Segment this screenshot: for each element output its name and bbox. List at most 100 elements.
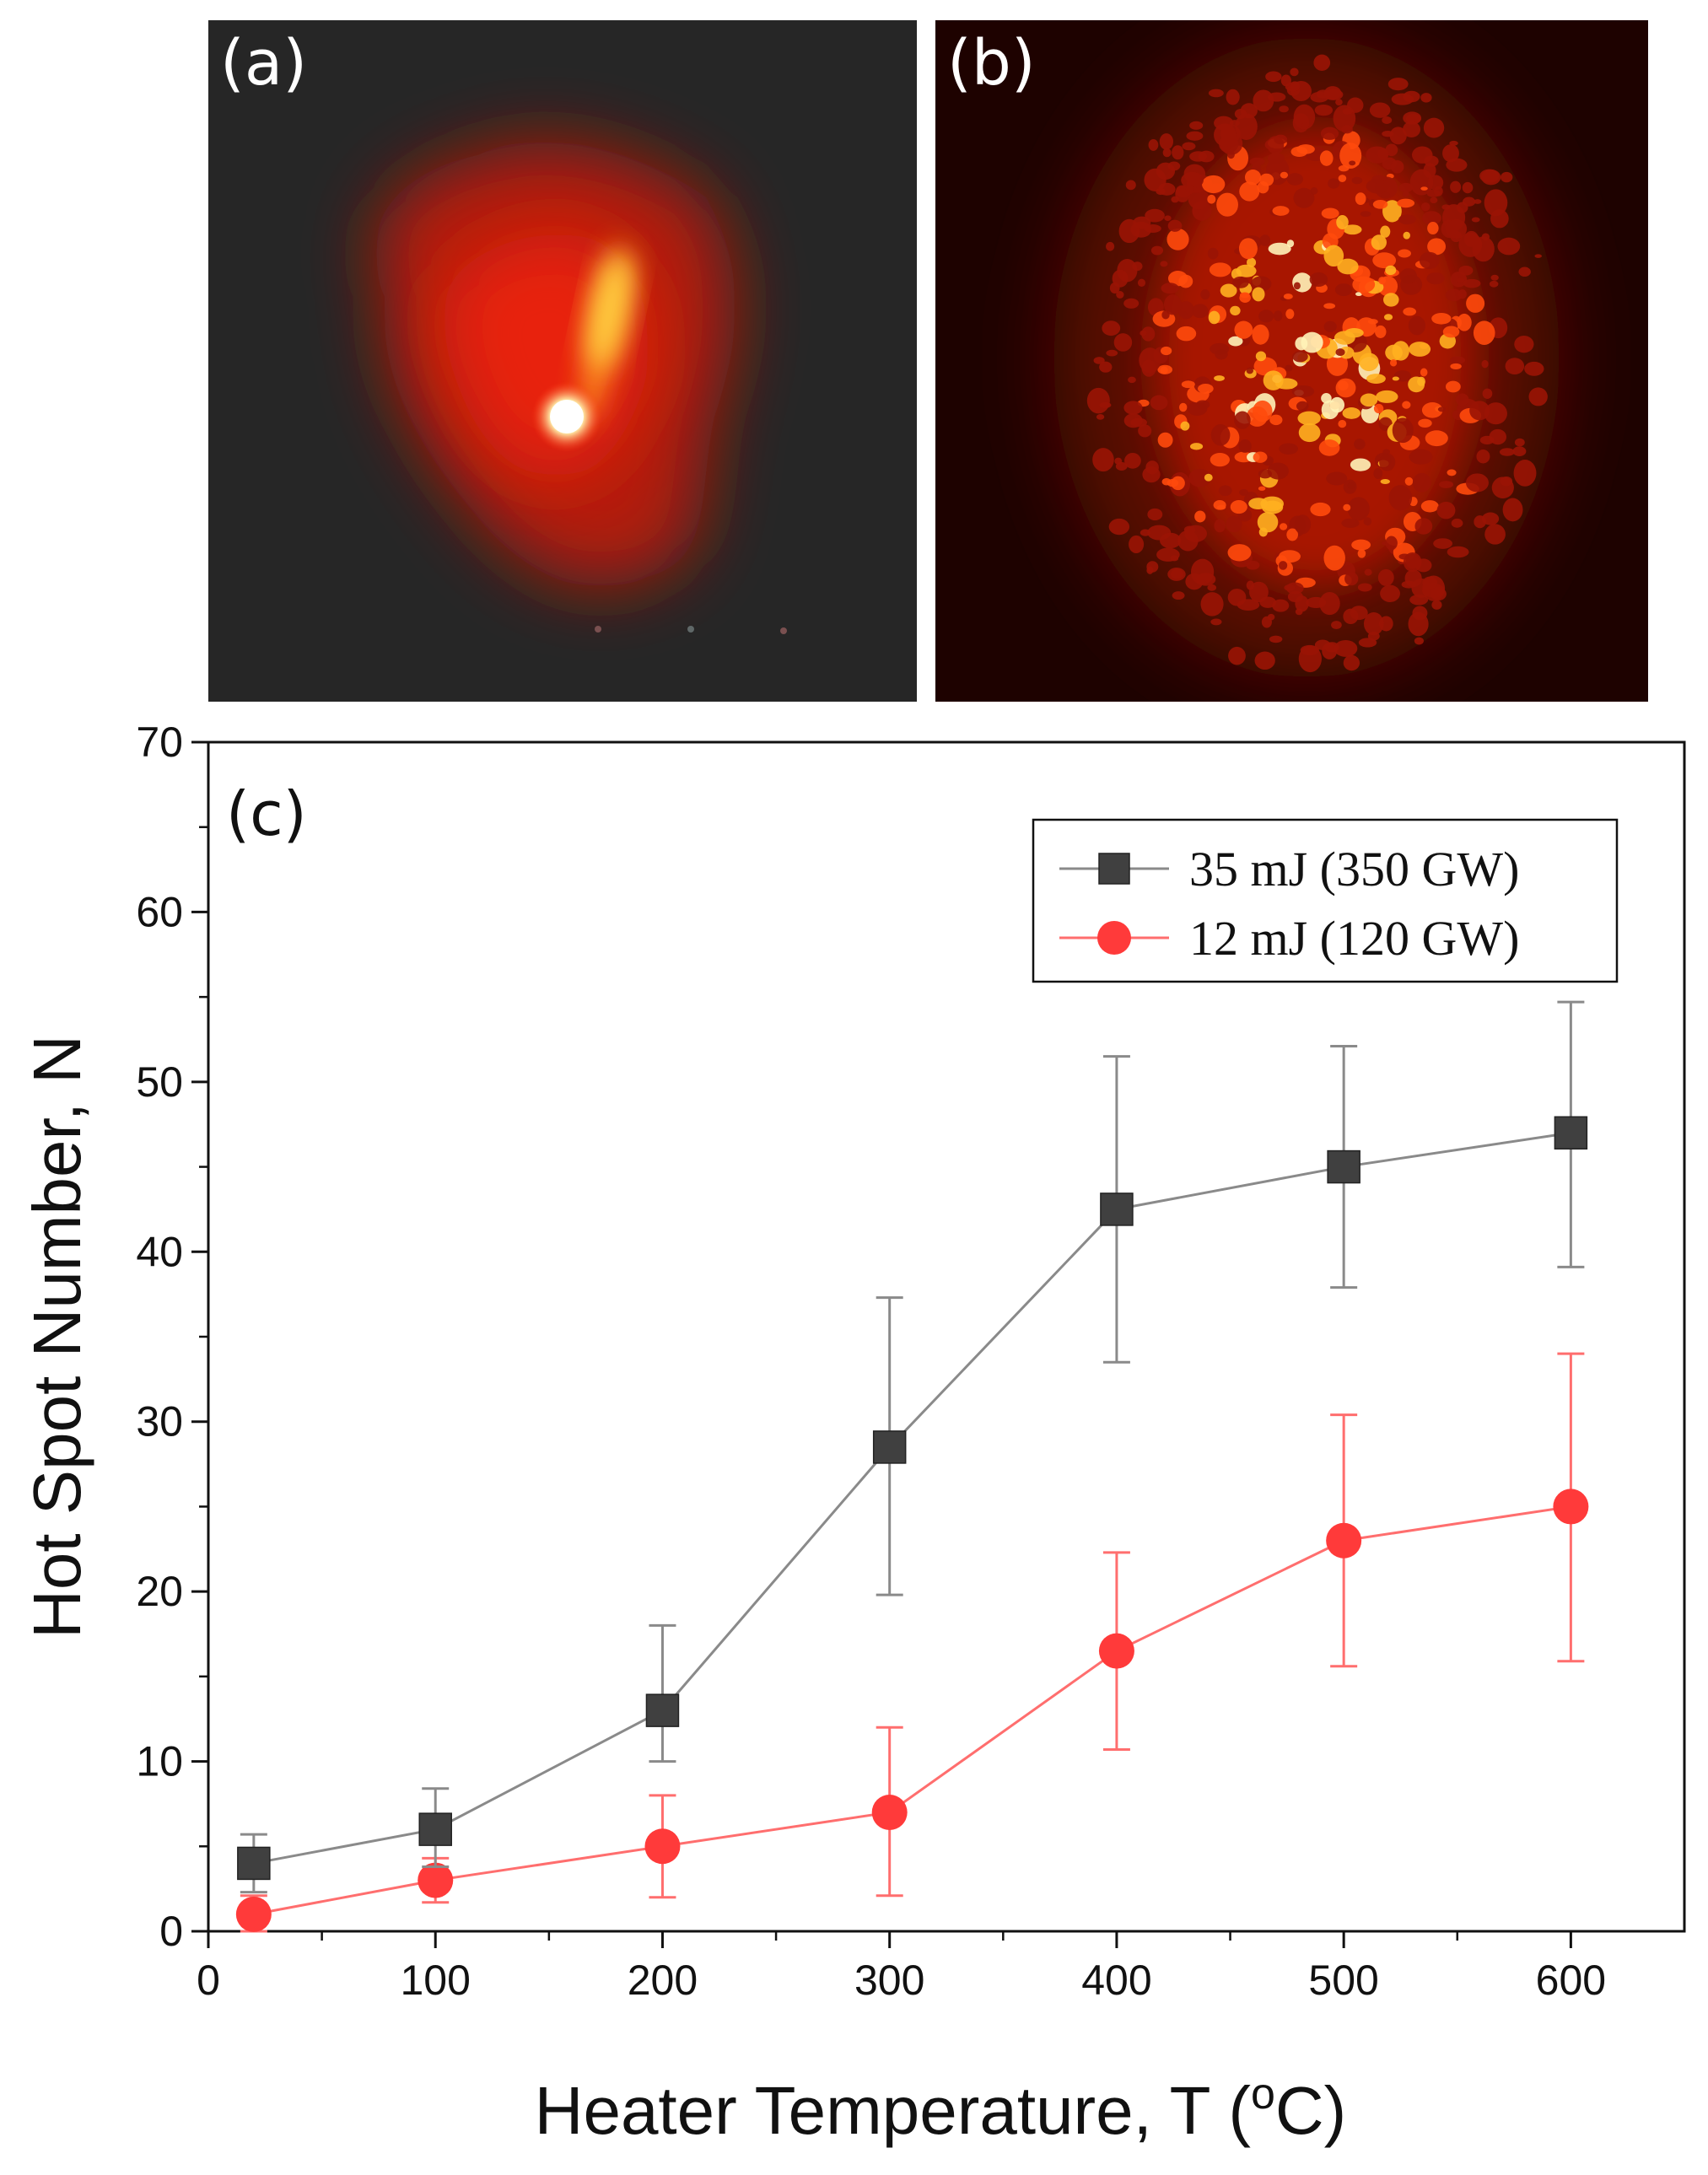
speckle [1235,113,1258,140]
speckle [1369,102,1391,118]
speckle [1392,417,1414,444]
speckle [1258,469,1273,479]
speckle [1404,569,1422,588]
y-tick-label: 70 [136,719,183,766]
speckle [1113,333,1133,352]
speckle [1367,319,1378,325]
speckle [1430,197,1438,204]
speckle [1350,458,1371,471]
y-tick-label: 30 [136,1398,183,1446]
speckle [1450,363,1462,369]
speckle [1163,294,1183,315]
legend-marker-35mj [1098,853,1130,885]
speckle [1427,238,1447,256]
y-tick-label: 0 [159,1908,183,1955]
speckle [1198,150,1215,163]
speckle [1425,430,1448,447]
speckle [1405,114,1421,124]
speckle [1207,584,1217,591]
speckle [1349,160,1356,166]
speckle [1268,153,1285,164]
speckle [1180,421,1190,431]
speckle [1301,331,1323,353]
speckle [1455,393,1469,406]
speckle [1310,502,1331,517]
speckle [1170,568,1184,579]
speckle [1159,133,1174,150]
speckle [1355,292,1362,297]
speckle [1383,293,1399,307]
x-tick-label: 300 [854,1957,924,2004]
speckle [1389,358,1398,367]
speckle [1360,393,1378,407]
speckle [1273,310,1283,321]
speckle [1228,336,1243,347]
speckle [1328,178,1340,189]
speckle [1167,161,1181,171]
speckle [1286,528,1299,541]
speckle [1436,501,1456,520]
speckle [1420,93,1432,103]
speckle [1335,99,1343,106]
speckle [1446,218,1468,239]
speckle [1450,180,1462,193]
speckle [1398,182,1413,193]
speckle [1382,449,1391,455]
speckle [1326,352,1349,376]
speckle [1207,247,1219,260]
speckle [1385,265,1397,276]
speckle [1129,535,1145,554]
speckle [1385,344,1403,361]
x-tick-label: 200 [628,1957,698,2004]
x-tick-label: 400 [1081,1957,1151,2004]
speckle [1379,453,1396,471]
speckle [1505,358,1525,374]
y-tick-label: 60 [136,888,183,935]
speckle [1124,452,1141,469]
speckle [1528,387,1548,406]
data-point-circle [418,1862,454,1898]
speckle [1236,264,1257,277]
speckle [1398,249,1411,258]
speckle [1160,366,1168,374]
speckle [1246,367,1253,374]
panel-b-speckle-image [935,20,1648,702]
speckle [1231,276,1249,288]
speckle [1442,326,1460,338]
speckle [1137,278,1146,287]
speckle [1214,519,1226,533]
speckle [1293,282,1301,290]
speckle [1218,485,1232,497]
speckle [1398,214,1416,225]
speckle [1359,353,1379,372]
speckle [1181,171,1204,189]
speckle [1484,524,1506,545]
speckle [1294,514,1312,535]
speckle [1115,461,1128,471]
speckle [1457,313,1472,331]
speckle [1268,92,1286,102]
speckle [1426,272,1445,285]
speckle [1326,471,1348,486]
speckle [1196,573,1216,586]
speckle [1354,439,1366,450]
speckle [1158,182,1176,196]
data-point-square [1554,1116,1588,1150]
speckle [1512,446,1527,456]
speckle [1125,180,1136,191]
speckle [1447,469,1457,476]
speckle [1457,277,1465,283]
speckle [1471,217,1480,223]
speckle [1185,185,1194,195]
speckle [1285,364,1293,372]
speckle [1128,376,1136,384]
speckle [1388,485,1413,511]
speckle [1402,121,1421,137]
speckle [1342,108,1353,115]
speckle [1422,211,1441,225]
speckle [1347,497,1370,521]
speckle [1414,518,1433,535]
series-layer [235,1000,1589,1933]
speckle [1399,268,1418,284]
speckle [1366,374,1386,384]
